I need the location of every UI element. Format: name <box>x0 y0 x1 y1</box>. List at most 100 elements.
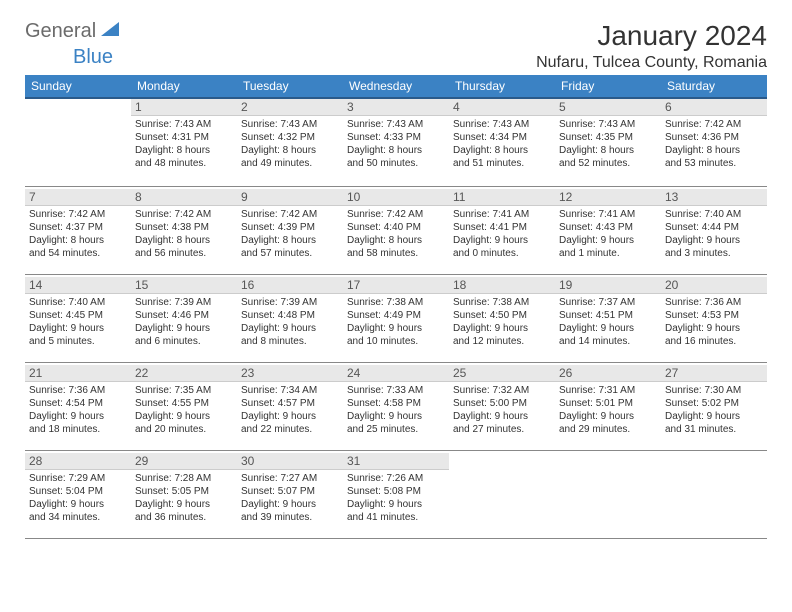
sunset-text: Sunset: 4:53 PM <box>665 309 763 322</box>
day-number: 24 <box>343 365 449 382</box>
day-number: 15 <box>131 277 237 294</box>
sunrise-text: Sunrise: 7:36 AM <box>665 296 763 309</box>
daylight-text: Daylight: 9 hours <box>453 234 551 247</box>
day-number: 2 <box>237 99 343 116</box>
daylight-text: Daylight: 9 hours <box>135 498 233 511</box>
weekday-header: Thursday <box>449 75 555 98</box>
daylight-text: Daylight: 8 hours <box>29 234 127 247</box>
calendar-cell: 4Sunrise: 7:43 AMSunset: 4:34 PMDaylight… <box>449 98 555 186</box>
daylight-text: Daylight: 9 hours <box>135 410 233 423</box>
weekday-header-row: Sunday Monday Tuesday Wednesday Thursday… <box>25 75 767 98</box>
sunrise-text: Sunrise: 7:41 AM <box>559 208 657 221</box>
calendar-cell: 17Sunrise: 7:38 AMSunset: 4:49 PMDayligh… <box>343 274 449 362</box>
day-number: 10 <box>343 189 449 206</box>
daylight-text: and 58 minutes. <box>347 247 445 260</box>
calendar-cell: 24Sunrise: 7:33 AMSunset: 4:58 PMDayligh… <box>343 362 449 450</box>
calendar-row: 14Sunrise: 7:40 AMSunset: 4:45 PMDayligh… <box>25 274 767 362</box>
calendar-body: 1Sunrise: 7:43 AMSunset: 4:31 PMDaylight… <box>25 98 767 538</box>
sunset-text: Sunset: 4:33 PM <box>347 131 445 144</box>
daylight-text: and 53 minutes. <box>665 157 763 170</box>
calendar-cell: 7Sunrise: 7:42 AMSunset: 4:37 PMDaylight… <box>25 186 131 274</box>
daylight-text: Daylight: 8 hours <box>347 144 445 157</box>
day-number: 18 <box>449 277 555 294</box>
sunrise-text: Sunrise: 7:36 AM <box>29 384 127 397</box>
daylight-text: Daylight: 9 hours <box>241 410 339 423</box>
calendar-cell: 28Sunrise: 7:29 AMSunset: 5:04 PMDayligh… <box>25 450 131 538</box>
sunrise-text: Sunrise: 7:31 AM <box>559 384 657 397</box>
day-number: 30 <box>237 453 343 470</box>
sunrise-text: Sunrise: 7:40 AM <box>665 208 763 221</box>
sunset-text: Sunset: 4:45 PM <box>29 309 127 322</box>
day-number: 5 <box>555 99 661 116</box>
daylight-text: Daylight: 9 hours <box>29 322 127 335</box>
sunrise-text: Sunrise: 7:43 AM <box>135 118 233 131</box>
calendar-page: General January 2024 Nufaru, Tulcea Coun… <box>0 0 792 559</box>
sunset-text: Sunset: 4:32 PM <box>241 131 339 144</box>
sunrise-text: Sunrise: 7:34 AM <box>241 384 339 397</box>
daylight-text: and 54 minutes. <box>29 247 127 260</box>
sunset-text: Sunset: 5:08 PM <box>347 485 445 498</box>
daylight-text: Daylight: 9 hours <box>665 322 763 335</box>
daylight-text: and 41 minutes. <box>347 511 445 524</box>
daylight-text: and 6 minutes. <box>135 335 233 348</box>
sunset-text: Sunset: 4:48 PM <box>241 309 339 322</box>
daylight-text: Daylight: 9 hours <box>347 410 445 423</box>
day-number: 21 <box>25 365 131 382</box>
day-number: 7 <box>25 189 131 206</box>
day-number: 6 <box>661 99 767 116</box>
logo-text-blue: Blue <box>73 46 113 68</box>
daylight-text: Daylight: 9 hours <box>241 322 339 335</box>
sunrise-text: Sunrise: 7:32 AM <box>453 384 551 397</box>
daylight-text: Daylight: 8 hours <box>241 234 339 247</box>
calendar-cell: 26Sunrise: 7:31 AMSunset: 5:01 PMDayligh… <box>555 362 661 450</box>
sunset-text: Sunset: 4:51 PM <box>559 309 657 322</box>
calendar-cell: 19Sunrise: 7:37 AMSunset: 4:51 PMDayligh… <box>555 274 661 362</box>
sunset-text: Sunset: 4:35 PM <box>559 131 657 144</box>
day-number: 22 <box>131 365 237 382</box>
sunset-text: Sunset: 5:00 PM <box>453 397 551 410</box>
sunrise-text: Sunrise: 7:41 AM <box>453 208 551 221</box>
sunset-text: Sunset: 4:41 PM <box>453 221 551 234</box>
sunset-text: Sunset: 4:34 PM <box>453 131 551 144</box>
calendar-cell: 8Sunrise: 7:42 AMSunset: 4:38 PMDaylight… <box>131 186 237 274</box>
sunset-text: Sunset: 4:50 PM <box>453 309 551 322</box>
calendar-cell-empty <box>555 450 661 538</box>
sunset-text: Sunset: 5:05 PM <box>135 485 233 498</box>
calendar-row: 28Sunrise: 7:29 AMSunset: 5:04 PMDayligh… <box>25 450 767 538</box>
logo-text-gray: General <box>25 20 96 43</box>
sunset-text: Sunset: 4:36 PM <box>665 131 763 144</box>
daylight-text: Daylight: 8 hours <box>347 234 445 247</box>
sunrise-text: Sunrise: 7:43 AM <box>347 118 445 131</box>
sunrise-text: Sunrise: 7:28 AM <box>135 472 233 485</box>
calendar-cell: 10Sunrise: 7:42 AMSunset: 4:40 PMDayligh… <box>343 186 449 274</box>
sunrise-text: Sunrise: 7:40 AM <box>29 296 127 309</box>
daylight-text: Daylight: 9 hours <box>347 322 445 335</box>
day-number: 3 <box>343 99 449 116</box>
calendar-cell-empty <box>661 450 767 538</box>
daylight-text: Daylight: 9 hours <box>559 234 657 247</box>
calendar-cell: 5Sunrise: 7:43 AMSunset: 4:35 PMDaylight… <box>555 98 661 186</box>
sunrise-text: Sunrise: 7:39 AM <box>135 296 233 309</box>
daylight-text: and 16 minutes. <box>665 335 763 348</box>
daylight-text: and 48 minutes. <box>135 157 233 170</box>
daylight-text: Daylight: 8 hours <box>453 144 551 157</box>
calendar-cell: 12Sunrise: 7:41 AMSunset: 4:43 PMDayligh… <box>555 186 661 274</box>
sunset-text: Sunset: 4:46 PM <box>135 309 233 322</box>
sunset-text: Sunset: 4:43 PM <box>559 221 657 234</box>
sunrise-text: Sunrise: 7:42 AM <box>665 118 763 131</box>
calendar-cell: 11Sunrise: 7:41 AMSunset: 4:41 PMDayligh… <box>449 186 555 274</box>
sunrise-text: Sunrise: 7:27 AM <box>241 472 339 485</box>
daylight-text: and 18 minutes. <box>29 423 127 436</box>
daylight-text: Daylight: 8 hours <box>135 144 233 157</box>
daylight-text: Daylight: 8 hours <box>135 234 233 247</box>
sunrise-text: Sunrise: 7:43 AM <box>241 118 339 131</box>
daylight-text: and 0 minutes. <box>453 247 551 260</box>
weekday-header: Friday <box>555 75 661 98</box>
calendar-cell: 9Sunrise: 7:42 AMSunset: 4:39 PMDaylight… <box>237 186 343 274</box>
sunrise-text: Sunrise: 7:39 AM <box>241 296 339 309</box>
sunset-text: Sunset: 4:55 PM <box>135 397 233 410</box>
day-number: 8 <box>131 189 237 206</box>
daylight-text: and 12 minutes. <box>453 335 551 348</box>
daylight-text: and 20 minutes. <box>135 423 233 436</box>
sunset-text: Sunset: 5:02 PM <box>665 397 763 410</box>
